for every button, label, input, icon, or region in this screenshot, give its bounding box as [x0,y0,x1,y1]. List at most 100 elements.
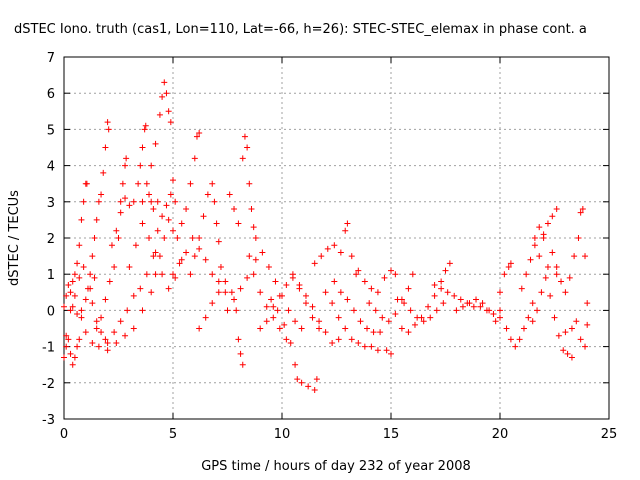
data-point [150,253,157,260]
data-point [374,289,381,296]
data-point [191,253,198,260]
data-point [540,231,547,238]
data-point [438,278,445,285]
data-point [65,336,72,343]
data-point [575,235,582,241]
data-point [104,347,111,354]
data-point [237,350,244,357]
data-point [170,177,176,184]
data-point [512,343,519,350]
data-point [93,325,100,332]
data-point [551,314,558,321]
data-point [93,318,100,325]
data-point [507,260,514,267]
x-axis-label: GPS time / hours of day 232 of year 2008 [201,459,471,474]
data-point [560,347,567,354]
data-point [318,253,325,260]
data-point [148,289,155,296]
data-point [272,278,279,285]
data-point [111,263,118,270]
data-point [63,343,70,350]
data-point [579,206,586,213]
data-point [102,336,109,343]
data-point [100,169,107,176]
data-point [74,343,81,350]
data-point [183,249,190,256]
data-point [497,314,503,321]
data-point [193,133,200,140]
data-point [470,303,477,310]
data-point [294,376,301,383]
data-point [231,296,238,303]
chart-title: dSTEC Iono. truth (cas1, Lon=110, Lat=-6… [14,22,587,37]
data-point [89,300,96,307]
data-point [372,307,379,314]
data-point [446,260,453,267]
y-tick-label: -1 [42,341,55,356]
data-point [377,329,384,336]
data-point [268,296,275,303]
data-point [265,263,272,270]
data-point [283,336,290,343]
data-point [152,140,159,147]
data-point [170,271,176,278]
x-tick-label: 15 [383,427,400,442]
data-point [189,235,196,241]
x-tick-label: 20 [492,427,509,442]
data-point [178,220,185,227]
data-point [370,329,377,336]
data-point [123,155,130,162]
data-point [209,180,216,187]
data-point [117,198,124,205]
data-point [241,133,248,140]
data-point [316,318,323,325]
data-point [67,289,74,296]
data-point [451,292,458,299]
data-point [289,274,296,281]
data-point [244,144,251,151]
data-point [529,318,536,325]
data-point [259,249,266,256]
data-point [477,303,484,310]
y-tick-label: 4 [47,160,55,175]
data-point [82,296,89,303]
data-point [98,329,105,336]
data-point [542,274,549,281]
y-tick-label: -2 [42,377,55,392]
data-point [562,329,569,336]
data-point [577,336,584,343]
data-point [137,162,144,169]
data-point [117,209,124,216]
y-axis-label: dSTEC / TECUs [7,190,22,286]
data-point [161,79,168,86]
data-point [283,282,290,289]
data-point [486,307,493,314]
data-point [80,198,87,205]
data-point [126,202,133,209]
data-point [156,111,163,118]
data-point [305,383,312,390]
data-point [139,220,146,227]
data-point [427,314,434,321]
data-point [215,238,222,245]
data-point [106,278,113,285]
data-point [322,329,329,336]
data-point [459,303,466,310]
data-point [211,198,218,205]
data-point [252,235,259,241]
data-point [538,289,545,296]
data-point [74,260,81,267]
data-point [490,311,497,318]
data-point [492,318,499,325]
data-point [89,253,96,260]
data-point [91,235,98,241]
data-point [405,329,412,336]
data-point [431,292,438,299]
data-point [209,271,216,278]
data-point [67,307,74,314]
data-point [383,347,390,354]
data-point [525,314,532,321]
data-point [246,253,253,260]
data-point [392,271,399,278]
data-point [132,242,139,249]
